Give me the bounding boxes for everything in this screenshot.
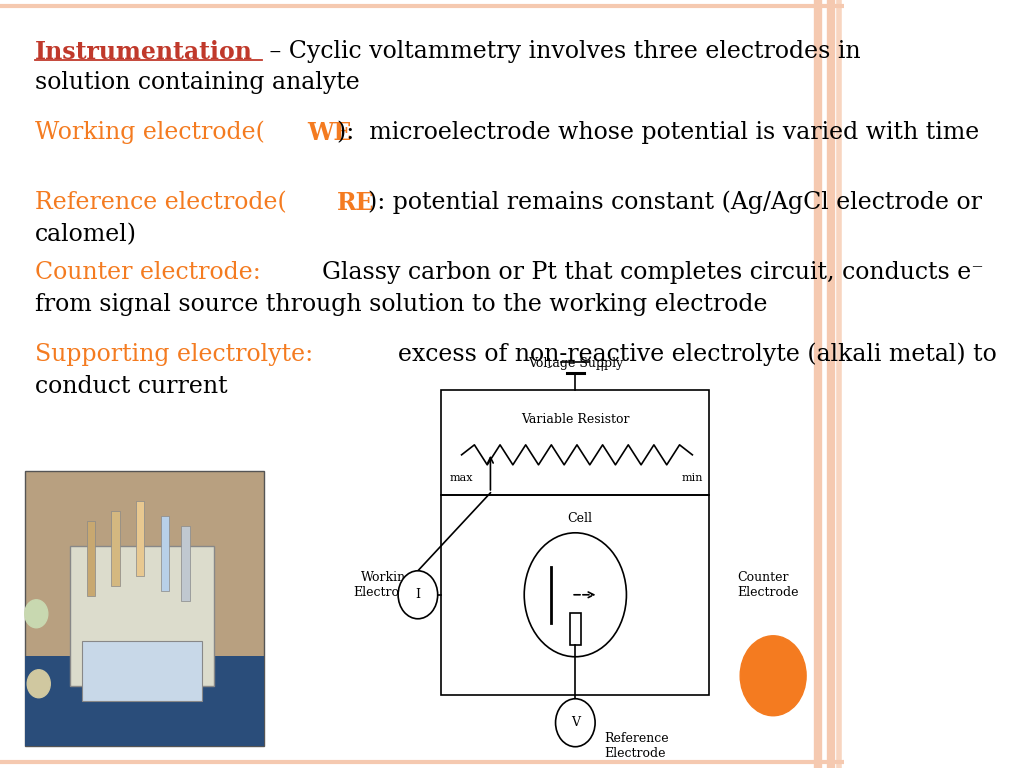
Text: solution containing analyte: solution containing analyte [35, 71, 359, 94]
FancyBboxPatch shape [25, 656, 264, 746]
Text: ): potential remains constant (Ag/AgCl electrode or: ): potential remains constant (Ag/AgCl e… [368, 191, 982, 214]
Text: Reference electrode(: Reference electrode( [35, 191, 287, 214]
Circle shape [398, 571, 437, 619]
FancyBboxPatch shape [82, 641, 202, 700]
Text: Counter electrode:: Counter electrode: [35, 261, 260, 284]
Text: +: + [596, 362, 607, 374]
FancyBboxPatch shape [181, 526, 189, 601]
Text: Glassy carbon or Pt that completes circuit, conducts e⁻: Glassy carbon or Pt that completes circu… [307, 261, 984, 284]
Text: RE: RE [337, 191, 375, 215]
Text: I: I [416, 588, 421, 601]
Text: Voltage Supply: Voltage Supply [527, 357, 623, 370]
Circle shape [28, 670, 50, 698]
Text: V: V [570, 717, 580, 730]
FancyBboxPatch shape [70, 546, 214, 686]
FancyBboxPatch shape [87, 521, 95, 596]
Text: max: max [450, 473, 473, 483]
Text: Working electrode(: Working electrode( [35, 121, 264, 144]
Text: WE: WE [307, 121, 351, 145]
Text: Instrumentation: Instrumentation [35, 40, 253, 64]
Text: ):  microelectrode whose potential is varied with time: ): microelectrode whose potential is var… [337, 121, 980, 144]
Text: Variable Resistor: Variable Resistor [521, 413, 630, 426]
Text: Reference
Electrode: Reference Electrode [604, 732, 669, 760]
Text: Cell: Cell [567, 511, 592, 525]
Text: – Cyclic voltammetry involves three electrodes in: – Cyclic voltammetry involves three elec… [261, 40, 860, 63]
FancyBboxPatch shape [112, 511, 120, 586]
Text: Working
Electrode: Working Electrode [353, 571, 415, 599]
Text: conduct current: conduct current [35, 375, 227, 398]
Text: Supporting electrolyte:: Supporting electrolyte: [35, 343, 312, 366]
Text: -: - [547, 362, 551, 374]
Text: Counter
Electrode: Counter Electrode [737, 571, 799, 599]
Circle shape [556, 699, 595, 746]
FancyBboxPatch shape [161, 516, 169, 591]
Text: excess of non-reactive electrolyte (alkali metal) to: excess of non-reactive electrolyte (alka… [383, 343, 996, 366]
Text: min: min [682, 473, 703, 483]
Circle shape [25, 600, 48, 627]
Text: from signal source through solution to the working electrode: from signal source through solution to t… [35, 293, 767, 316]
Circle shape [740, 636, 806, 716]
Text: calomel): calomel) [35, 223, 136, 246]
FancyBboxPatch shape [136, 501, 144, 576]
FancyBboxPatch shape [25, 471, 264, 746]
